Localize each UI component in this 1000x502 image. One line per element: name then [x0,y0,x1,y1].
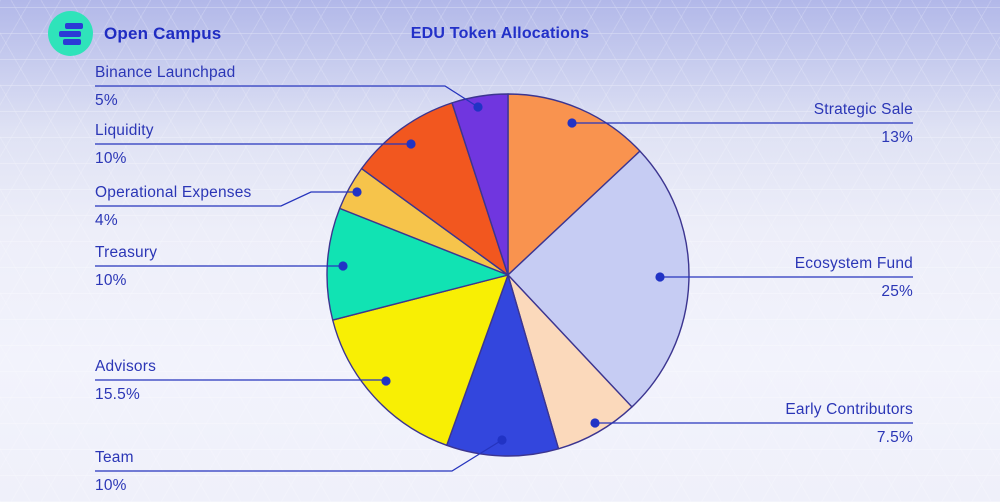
segment-label-ecosystem-fund: Ecosystem Fund [794,255,913,272]
segment-label-early-contributors: Early Contributors [785,401,913,418]
leader-dot-operational-expenses [352,187,362,197]
leader-line-team [95,439,503,472]
pie-segment-advisors[interactable] [331,274,509,446]
leader-line-binance-launchpad [95,85,479,108]
leader-dot-binance-launchpad [473,102,483,112]
leader-dot-early-contributors [590,418,600,428]
segment-pct-strategic-sale: 13% [881,129,913,146]
pie-segment-team[interactable] [445,274,560,457]
segment-label-liquidity: Liquidity [95,122,154,139]
segment-label-strategic-sale: Strategic Sale [813,101,913,118]
segment-label-treasury: Treasury [95,244,158,261]
pie-segment-strategic-sale[interactable] [507,93,641,276]
segment-pct-operational-expenses: 4% [95,212,118,229]
pie-segment-binance-launchpad[interactable] [451,93,509,276]
brand: Open Campus [48,11,221,56]
chart-title: EDU Token Allocations [410,25,590,42]
leader-dot-liquidity [406,139,416,149]
brand-name: Open Campus [104,23,222,43]
segment-label-binance-launchpad: Binance Launchpad [95,64,236,81]
pie-segment-liquidity[interactable] [360,102,509,276]
leader-dot-ecosystem-fund [655,272,665,282]
logo-bar [62,38,81,45]
segment-pct-early-contributors: 7.5% [876,429,913,446]
segment-pct-liquidity: 10% [95,150,127,167]
open-campus-logo-icon [48,11,93,56]
segment-pct-team: 10% [95,477,127,494]
segment-label-team: Team [95,449,134,466]
leader-dot-advisors [381,376,391,386]
leader-line-operational-expenses [95,191,357,207]
segment-pct-advisors: 15.5% [95,386,140,403]
segment-label-advisors: Advisors [95,358,157,375]
segment-pct-ecosystem-fund: 25% [881,283,913,300]
pie-segment-ecosystem-fund[interactable] [507,150,690,408]
logo-bar [64,22,83,29]
segment-label-operational-expenses: Operational Expenses [95,184,252,201]
leader-dot-team [497,435,507,445]
segment-pct-treasury: 10% [95,272,127,289]
logo-bar [58,30,81,37]
segment-pct-binance-launchpad: 5% [95,92,118,109]
leader-dot-treasury [338,261,348,271]
leader-dot-strategic-sale [567,118,577,128]
pie-segment-treasury[interactable] [326,207,509,321]
